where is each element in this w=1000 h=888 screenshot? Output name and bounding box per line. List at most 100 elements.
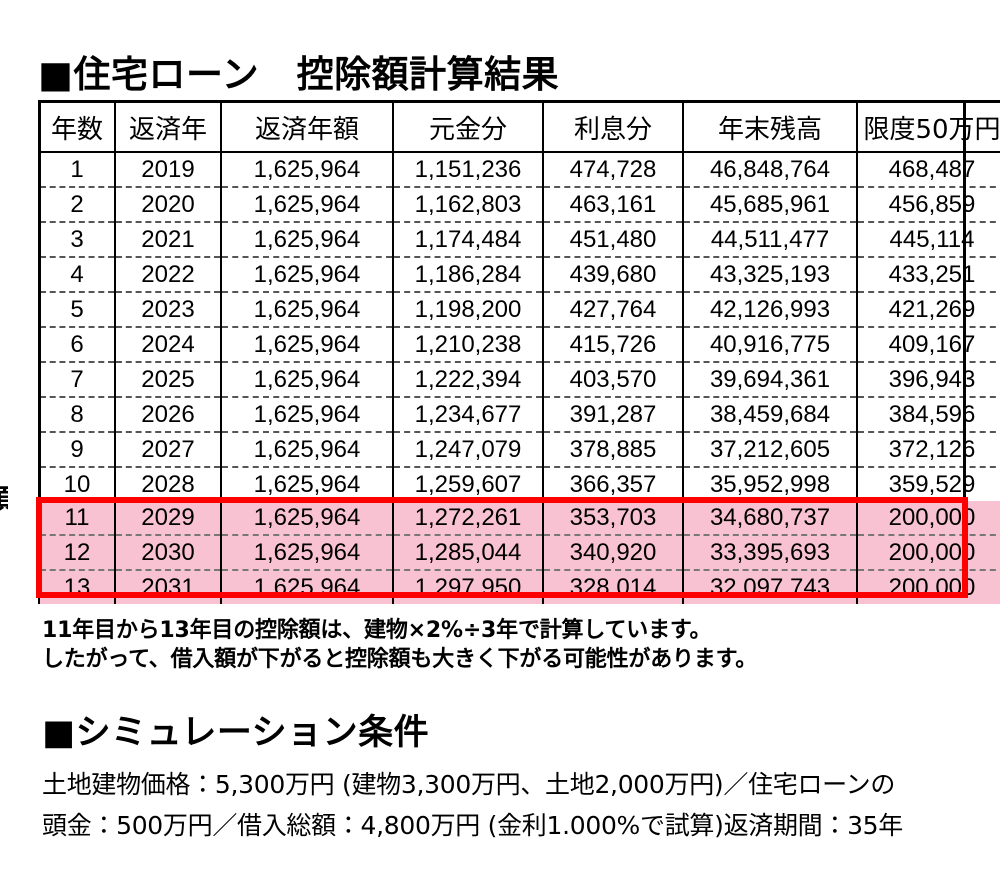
table-row: 7 2025 1,625,964 1,222,394 403,570 39,69…	[38, 361, 1000, 397]
table-header-row: 年数 返済年 返済年額 元金分 利息分 年末残高 限度50万円	[38, 100, 1000, 153]
column-header-annual-payment: 返済年額	[220, 100, 394, 153]
cell-interest: 366,357	[542, 466, 684, 501]
deduction-calculation-table: 年数 返済年 返済年額 元金分 利息分 年末残高 限度50万円 1 2019 1…	[38, 100, 1000, 604]
cell-principal: 1,210,238	[392, 326, 544, 362]
cell-interest: 378,885	[542, 431, 684, 467]
column-header-principal: 元金分	[392, 100, 544, 153]
cell-fiscal-year: 2030	[114, 534, 222, 570]
cell-deduction-limit: 359,529	[856, 466, 1000, 501]
condition-line-1: 土地建物価格：5,300万円 (建物3,300万円、土地2,000万円)／住宅ロ…	[42, 770, 896, 799]
cell-year-no: 1	[38, 152, 116, 187]
cell-year-end-balance: 46,848,764	[682, 152, 858, 187]
cell-interest: 463,161	[542, 186, 684, 222]
cell-deduction-limit: 421,269	[856, 291, 1000, 327]
cell-principal: 1,234,677	[392, 396, 544, 432]
column-header-year-no: 年数	[38, 100, 116, 153]
cell-annual-payment: 1,625,964	[220, 534, 394, 570]
cell-principal: 1,222,394	[392, 361, 544, 397]
cell-year-no: 9	[38, 431, 116, 467]
table-row-highlighted: 12 2030 1,625,964 1,285,044 340,920 33,3…	[38, 534, 1000, 570]
note-line-1: 11年目から13年目の控除額は、建物×2%÷3年で計算しています。	[42, 618, 712, 643]
cell-principal: 1,247,079	[392, 431, 544, 467]
cell-year-end-balance: 38,459,684	[682, 396, 858, 432]
table-row: 8 2026 1,625,964 1,234,677 391,287 38,45…	[38, 396, 1000, 432]
clipped-left-edge-glyph: 項	[0, 486, 8, 514]
cell-interest: 353,703	[542, 501, 684, 535]
cell-interest: 427,764	[542, 291, 684, 327]
cell-interest: 391,287	[542, 396, 684, 432]
cell-year-end-balance: 45,685,961	[682, 186, 858, 222]
cell-year-no: 13	[38, 569, 116, 604]
cell-annual-payment: 1,625,964	[220, 501, 394, 535]
cell-annual-payment: 1,625,964	[220, 221, 394, 257]
cell-interest: 474,728	[542, 152, 684, 187]
table-row: 3 2021 1,625,964 1,174,484 451,480 44,51…	[38, 221, 1000, 257]
cell-fiscal-year: 2025	[114, 361, 222, 397]
cell-year-no: 12	[38, 534, 116, 570]
cell-principal: 1,186,284	[392, 256, 544, 292]
cell-year-end-balance: 33,395,693	[682, 534, 858, 570]
cell-year-no: 4	[38, 256, 116, 292]
table-row-highlighted: 11 2029 1,625,964 1,272,261 353,703 34,6…	[38, 501, 1000, 535]
cell-year-end-balance: 40,916,775	[682, 326, 858, 362]
simulation-conditions-body: 土地建物価格：5,300万円 (建物3,300万円、土地2,000万円)／住宅ロ…	[42, 764, 903, 847]
cell-annual-payment: 1,625,964	[220, 396, 394, 432]
cell-year-no: 7	[38, 361, 116, 397]
cell-principal: 1,162,803	[392, 186, 544, 222]
cell-deduction-limit: 200,000	[856, 569, 1000, 604]
cell-year-no: 3	[38, 221, 116, 257]
cell-fiscal-year: 2027	[114, 431, 222, 467]
cell-deduction-limit: 384,596	[856, 396, 1000, 432]
cell-annual-payment: 1,625,964	[220, 152, 394, 187]
cell-deduction-limit: 200,000	[856, 534, 1000, 570]
table-body: 1 2019 1,625,964 1,151,236 474,728 46,84…	[38, 152, 1000, 604]
cell-annual-payment: 1,625,964	[220, 361, 394, 397]
cell-fiscal-year: 2019	[114, 152, 222, 187]
cell-fiscal-year: 2021	[114, 221, 222, 257]
cell-year-end-balance: 37,212,605	[682, 431, 858, 467]
cell-deduction-limit: 372,126	[856, 431, 1000, 467]
cell-principal: 1,259,607	[392, 466, 544, 501]
table-row: 2 2020 1,625,964 1,162,803 463,161 45,68…	[38, 186, 1000, 222]
cell-fiscal-year: 2029	[114, 501, 222, 535]
column-header-year-end-balance: 年末残高	[682, 100, 858, 153]
cell-interest: 439,680	[542, 256, 684, 292]
cell-year-end-balance: 44,511,477	[682, 221, 858, 257]
cell-principal: 1,285,044	[392, 534, 544, 570]
cell-fiscal-year: 2020	[114, 186, 222, 222]
cell-principal: 1,198,200	[392, 291, 544, 327]
table-row: 6 2024 1,625,964 1,210,238 415,726 40,91…	[38, 326, 1000, 362]
cell-year-no: 11	[38, 501, 116, 535]
cell-year-end-balance: 42,126,993	[682, 291, 858, 327]
note-line-2: したがって、借入額が下がると控除額も大きく下がる可能性があります。	[42, 647, 758, 673]
cell-interest: 340,920	[542, 534, 684, 570]
cell-interest: 403,570	[542, 361, 684, 397]
cell-year-no: 6	[38, 326, 116, 362]
column-header-deduction-limit: 限度50万円	[856, 100, 1000, 153]
cell-principal: 1,151,236	[392, 152, 544, 187]
column-header-fiscal-year: 返済年	[114, 100, 222, 153]
cell-year-no: 10	[38, 466, 116, 501]
cell-principal: 1,297,950	[392, 569, 544, 604]
cell-interest: 328,014	[542, 569, 684, 604]
page-title: ■住宅ローン 控除額計算結果	[38, 53, 560, 96]
cell-year-end-balance: 39,694,361	[682, 361, 858, 397]
deduction-calculation-table-wrapper: 年数 返済年 返済年額 元金分 利息分 年末残高 限度50万円 1 2019 1…	[38, 100, 1000, 604]
table-row: 1 2019 1,625,964 1,151,236 474,728 46,84…	[38, 152, 1000, 187]
cell-year-no: 8	[38, 396, 116, 432]
table-row-highlighted: 13 2031 1,625,964 1,297,950 328,014 32,0…	[38, 569, 1000, 604]
cell-deduction-limit: 456,859	[856, 186, 1000, 222]
cell-principal: 1,272,261	[392, 501, 544, 535]
cell-annual-payment: 1,625,964	[220, 466, 394, 501]
cell-annual-payment: 1,625,964	[220, 186, 394, 222]
cell-fiscal-year: 2031	[114, 569, 222, 604]
cell-deduction-limit: 409,167	[856, 326, 1000, 362]
table-row: 4 2022 1,625,964 1,186,284 439,680 43,32…	[38, 256, 1000, 292]
simulation-conditions-title: ■シミュレーション条件	[42, 713, 430, 753]
table-row: 5 2023 1,625,964 1,198,200 427,764 42,12…	[38, 291, 1000, 327]
cell-year-end-balance: 43,325,193	[682, 256, 858, 292]
cell-interest: 415,726	[542, 326, 684, 362]
cell-fiscal-year: 2026	[114, 396, 222, 432]
cell-year-end-balance: 35,952,998	[682, 466, 858, 501]
cell-year-no: 2	[38, 186, 116, 222]
